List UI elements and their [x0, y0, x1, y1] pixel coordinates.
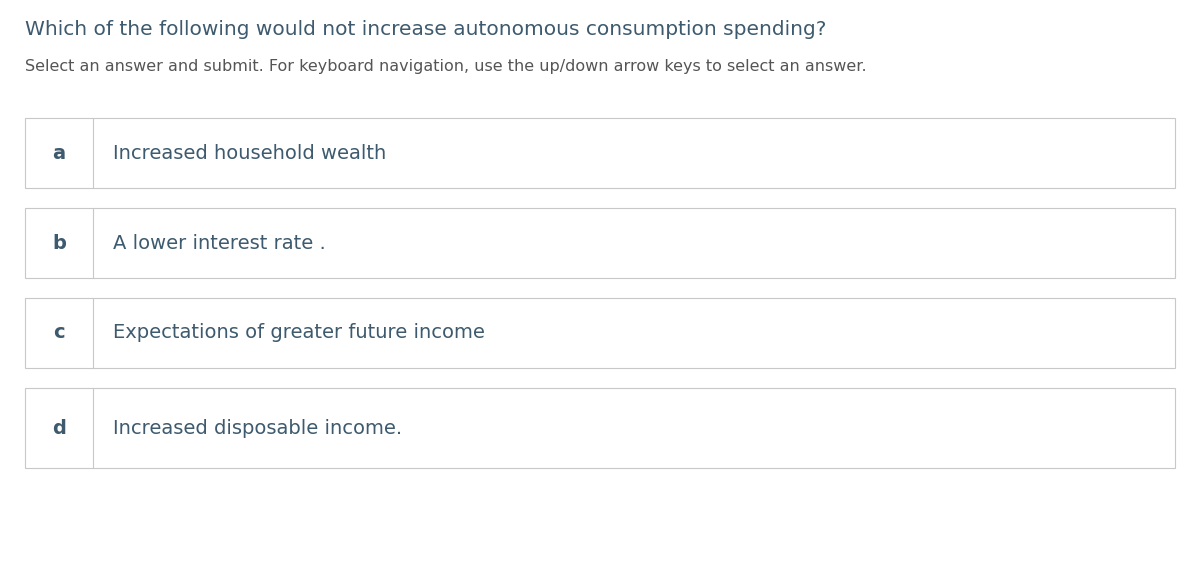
Text: a: a	[53, 143, 66, 163]
Text: Which of the following would not increase autonomous consumption spending?: Which of the following would not increas…	[25, 20, 827, 39]
Text: c: c	[53, 324, 65, 343]
Text: d: d	[52, 419, 66, 438]
FancyBboxPatch shape	[25, 298, 1175, 368]
Text: Expectations of greater future income: Expectations of greater future income	[113, 324, 485, 343]
FancyBboxPatch shape	[25, 118, 1175, 188]
Text: Select an answer and submit. For keyboard navigation, use the up/down arrow keys: Select an answer and submit. For keyboar…	[25, 59, 866, 74]
FancyBboxPatch shape	[25, 208, 1175, 278]
Text: Increased household wealth: Increased household wealth	[113, 143, 386, 163]
Text: b: b	[52, 233, 66, 253]
FancyBboxPatch shape	[25, 388, 1175, 468]
Text: Increased disposable income.: Increased disposable income.	[113, 419, 402, 438]
Text: A lower interest rate .: A lower interest rate .	[113, 233, 325, 253]
